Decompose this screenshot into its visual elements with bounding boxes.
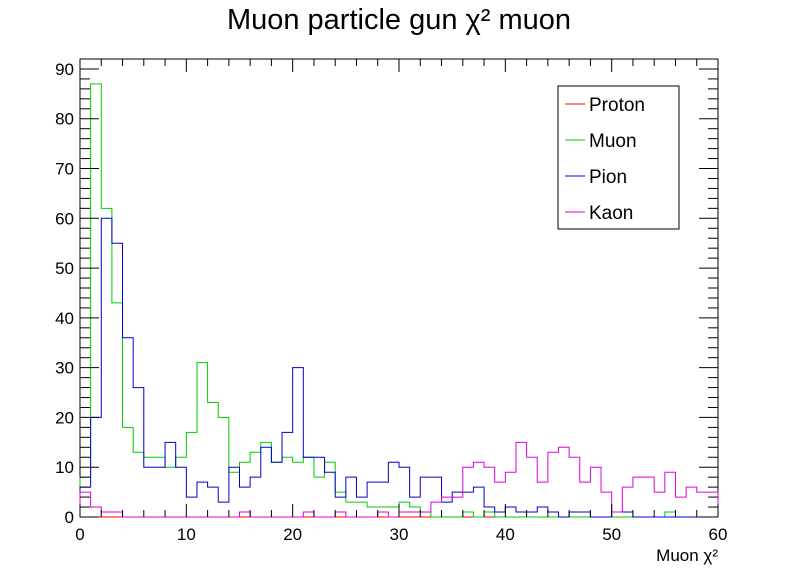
y-tick-label: 20 <box>55 408 74 427</box>
legend-label-proton: Proton <box>589 95 645 116</box>
x-axis-label: Muon χ² <box>656 546 718 565</box>
legend-label-pion: Pion <box>589 167 627 188</box>
y-tick-label: 30 <box>55 359 74 378</box>
x-tick-label: 20 <box>283 525 302 544</box>
series-line-pion <box>79 217 718 518</box>
y-tick-label: 60 <box>55 209 74 228</box>
legend-box <box>557 85 680 230</box>
y-tick-label: 70 <box>55 160 74 179</box>
y-tick-label: 10 <box>55 458 74 477</box>
y-tick-label: 50 <box>55 259 74 278</box>
x-tick-label: 0 <box>75 525 84 544</box>
x-tick-label: 60 <box>709 525 728 544</box>
y-tick-label: 80 <box>55 110 74 129</box>
y-tick-label: 40 <box>55 309 74 328</box>
series-line-kaon <box>79 441 719 518</box>
legend-label-muon: Muon <box>589 131 637 152</box>
x-tick-label: 10 <box>177 525 196 544</box>
x-tick-label: 40 <box>496 525 515 544</box>
y-tick-label: 90 <box>55 60 74 79</box>
x-tick-label: 50 <box>602 525 621 544</box>
chart-title: Muon particle gun χ² muon <box>227 4 571 36</box>
legend-label-kaon: Kaon <box>589 203 633 224</box>
y-tick-label: 0 <box>65 508 74 527</box>
x-tick-label: 30 <box>390 525 409 544</box>
